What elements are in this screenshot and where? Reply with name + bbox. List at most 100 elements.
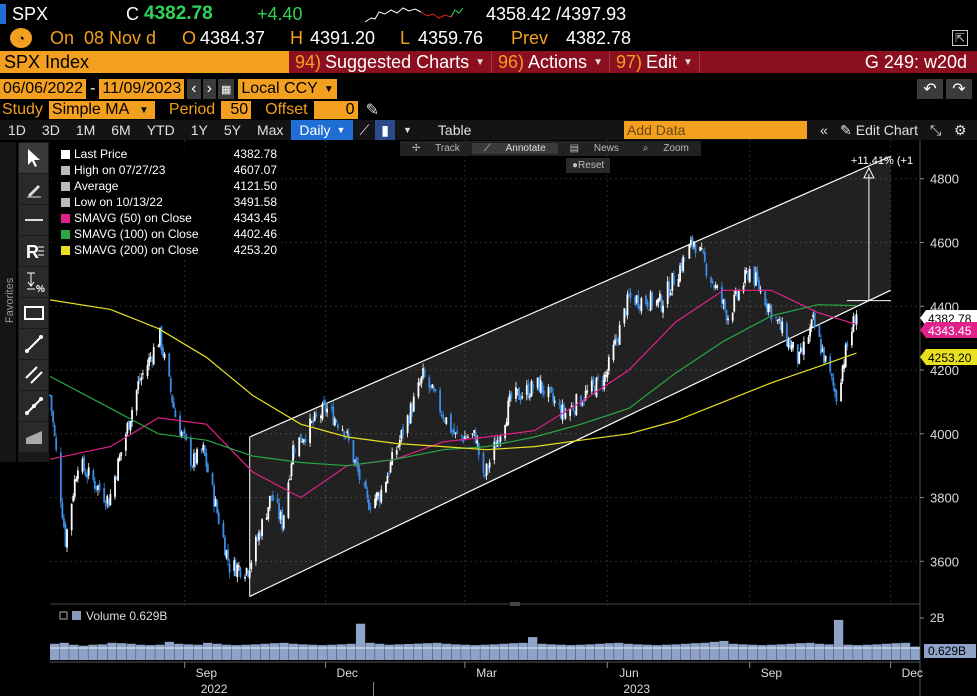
edit-label: Edit <box>645 51 678 72</box>
suggested-charts-button[interactable]: 94) Suggested Charts ▼ <box>289 51 493 73</box>
chart-code: G 249: w20d <box>864 51 967 72</box>
candle-body <box>207 464 209 473</box>
security-input[interactable]: SPX Index <box>0 51 289 73</box>
y-tick-label: 4800 <box>930 172 959 187</box>
candle-body <box>528 396 531 398</box>
prev-period-button[interactable]: ‹ <box>187 79 201 99</box>
x-year-label: 2023 <box>623 682 650 696</box>
candle-body <box>532 384 534 390</box>
candle-body <box>570 405 573 408</box>
legend-item[interactable]: SMAVG (200) on Close 4253.20 <box>55 242 281 258</box>
pen-icon[interactable] <box>19 174 48 204</box>
gauge-icon[interactable]: ◔ <box>10 28 32 48</box>
legend-item[interactable]: SMAVG (50) on Close 4343.45 <box>55 210 281 226</box>
resize-icon[interactable]: ⤡ <box>930 121 942 138</box>
candle-body <box>776 319 779 321</box>
rectangle-icon[interactable] <box>19 298 48 328</box>
gear-icon[interactable]: ⚙ <box>954 121 967 138</box>
offset-input[interactable]: 0 <box>313 101 358 119</box>
line-chart-icon[interactable]: ⟋ <box>359 121 370 138</box>
period-button-6m[interactable]: 6M <box>111 122 131 138</box>
legend-swatch <box>61 165 70 175</box>
candle-body <box>693 241 695 247</box>
period-button-1m[interactable]: 1M <box>75 122 96 138</box>
legend-item[interactable]: High on 07/27/23 4607.07 <box>55 162 281 178</box>
channel-icon[interactable] <box>19 360 48 390</box>
legend-item[interactable]: Low on 10/13/22 3491.58 <box>55 194 281 210</box>
price-chart[interactable]: +11.41% (+1 3600380040004200440046004800… <box>0 140 977 696</box>
legend-name: SMAVG (100) on Close <box>74 227 199 241</box>
legend-item[interactable]: Average 4121.50 <box>55 178 281 194</box>
actions-button[interactable]: 96) Actions ▼ <box>492 51 610 73</box>
candle-body <box>785 323 788 347</box>
offset-label: Offset <box>265 101 308 118</box>
undo-button[interactable]: ↶ <box>917 79 943 99</box>
candle-body <box>224 537 226 556</box>
period-input[interactable]: 50 <box>221 101 252 119</box>
candle-body <box>279 512 282 520</box>
frequency-value: Daily <box>299 122 331 138</box>
collapse-icon[interactable]: « <box>820 122 828 138</box>
annotate-button[interactable]: ⟋ Annotate <box>471 143 558 154</box>
favorites-strip[interactable]: Favorites <box>0 142 16 462</box>
next-period-button[interactable]: › <box>202 79 216 99</box>
candle-chart-icon[interactable]: ▮ <box>375 120 395 140</box>
period-button-1y[interactable]: 1Y <box>190 122 208 138</box>
candle-body <box>714 285 717 289</box>
candle-body <box>429 385 432 387</box>
candle-body <box>135 389 138 411</box>
candle-body <box>460 434 463 437</box>
candle-body <box>758 280 760 290</box>
period-button-1d[interactable]: 1D <box>8 122 26 138</box>
reset-button[interactable]: ● Reset <box>566 158 611 173</box>
start-date-field[interactable]: 06/06/2022 <box>0 79 87 99</box>
trendline-icon[interactable] <box>19 329 48 359</box>
percent-change-icon[interactable]: % <box>19 267 48 297</box>
text-tool-icon[interactable]: R <box>19 236 48 266</box>
period-button-ytd[interactable]: YTD <box>146 122 175 138</box>
fibonacci-icon[interactable] <box>19 391 48 421</box>
moving-averages <box>49 289 857 499</box>
end-date-field[interactable]: 11/09/2023 <box>99 79 185 99</box>
period-button-3d[interactable]: 3D <box>41 122 60 138</box>
redo-button[interactable]: ↷ <box>946 79 972 99</box>
candle-body <box>756 270 759 281</box>
volume-bar <box>900 642 911 660</box>
candle-body <box>510 392 513 399</box>
candle-body <box>254 536 257 562</box>
pointer-icon[interactable] <box>19 143 48 173</box>
chevron-down-icon[interactable]: ▼ <box>403 125 412 135</box>
horizontal-line-icon[interactable] <box>19 205 48 235</box>
zoom-button[interactable]: ⌕ Zoom <box>631 143 701 154</box>
y-axis: 36003800400042004400460048004382.784343.… <box>920 172 977 569</box>
candle-body <box>467 436 469 438</box>
candle-body <box>109 493 112 505</box>
pencil-icon[interactable]: ✎ <box>365 102 379 119</box>
trend-channel[interactable]: +11.41% (+1 <box>249 155 913 597</box>
candle-body <box>114 476 116 497</box>
edit-chart-button[interactable]: ✎ Edit Chart <box>832 120 926 140</box>
table-button[interactable]: Table <box>437 122 472 138</box>
frequency-select[interactable]: Daily ▼ <box>291 120 354 140</box>
volume-bar <box>289 643 299 660</box>
candle-body <box>417 382 420 397</box>
legend-item[interactable]: Last Price 4382.78 <box>55 146 281 162</box>
calendar-icon[interactable]: ▦ <box>217 79 235 99</box>
period-button-max[interactable]: Max <box>256 122 284 138</box>
edit-button[interactable]: 97) Edit ▼ <box>610 51 700 73</box>
legend-item[interactable]: SMAVG (100) on Close 4402.46 <box>55 226 281 242</box>
news-button[interactable]: ▤ News <box>558 143 631 154</box>
chevron-down-icon: ▼ <box>683 56 693 68</box>
candle-body <box>174 410 177 418</box>
track-button[interactable]: ✢ Track <box>400 143 472 154</box>
currency-select[interactable]: Local CCY ▼ <box>238 79 337 99</box>
area-icon[interactable] <box>19 422 48 452</box>
candle-body <box>59 452 62 503</box>
channel-annotation: +11.41% (+1 <box>851 155 913 167</box>
add-data-input[interactable]: Add Data <box>624 121 807 139</box>
legend-swatch <box>61 181 70 191</box>
period-button-5y[interactable]: 5Y <box>223 122 241 138</box>
popout-icon[interactable]: ⇱ <box>952 30 968 46</box>
candle-body <box>299 434 302 443</box>
study-select[interactable]: Simple MA ▼ <box>48 101 155 119</box>
